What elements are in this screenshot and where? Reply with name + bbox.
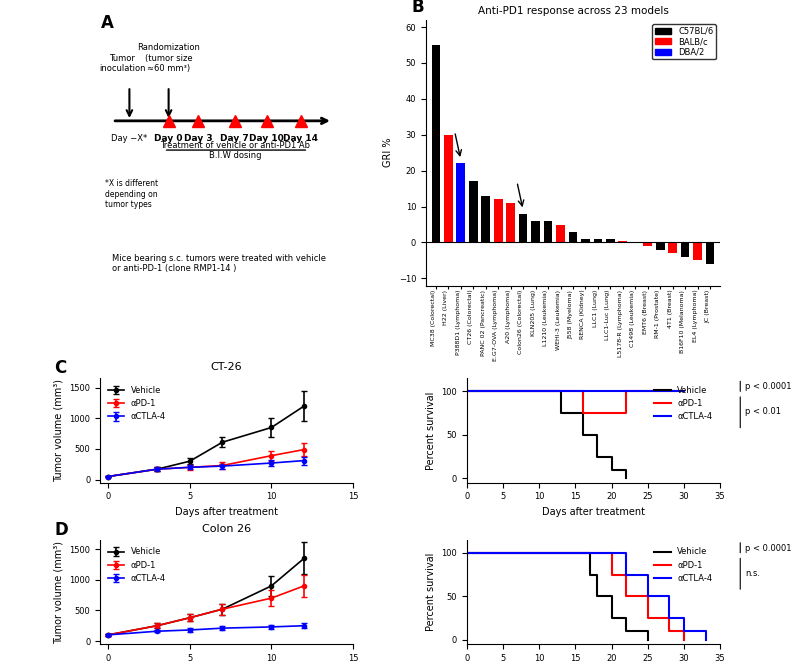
αPD-1 — [606, 570, 616, 578]
Bar — [506, 203, 515, 242]
Vehicle — [606, 465, 616, 473]
αPD-1 — [665, 627, 674, 635]
Line: αCTLA-4: αCTLA-4 — [467, 553, 706, 639]
Vehicle — [462, 549, 472, 557]
Y-axis label: Tumor volume (mm³): Tumor volume (mm³) — [54, 379, 64, 482]
Bar — [431, 45, 440, 242]
Line: Vehicle: Vehicle — [467, 392, 626, 478]
Bar — [544, 221, 553, 242]
Y-axis label: GRI %: GRI % — [383, 138, 393, 167]
Bar — [706, 242, 714, 264]
Legend: Vehicle, αPD-1, αCTLA-4: Vehicle, αPD-1, αCTLA-4 — [104, 382, 170, 425]
αPD-1 — [679, 388, 689, 396]
Y-axis label: Percent survival: Percent survival — [426, 391, 436, 469]
αCTLA-4 — [679, 627, 689, 635]
Vehicle — [570, 549, 580, 557]
Title: Anti-PD1 response across 23 models: Anti-PD1 response across 23 models — [478, 7, 669, 17]
Text: *X is different
depending on
tumor types: *X is different depending on tumor types — [105, 179, 158, 209]
Text: p < 0.0001: p < 0.0001 — [746, 382, 792, 391]
αPD-1 — [462, 549, 472, 557]
Bar — [531, 221, 540, 242]
Vehicle — [643, 635, 653, 643]
Text: D: D — [54, 521, 68, 539]
αPD-1 — [643, 614, 653, 622]
Bar — [469, 181, 478, 242]
Bar — [569, 232, 578, 242]
Y-axis label: Percent survival: Percent survival — [426, 553, 436, 631]
Bar — [668, 242, 677, 253]
αPD-1 — [578, 409, 587, 417]
Text: B: B — [411, 0, 424, 16]
αCTLA-4 — [665, 614, 674, 622]
Vehicle — [622, 627, 631, 635]
Y-axis label: Tumor volume (mm³): Tumor volume (mm³) — [54, 540, 64, 643]
Bar — [594, 239, 602, 242]
Vehicle — [556, 409, 566, 417]
Bar — [643, 242, 652, 246]
Bar — [494, 199, 502, 242]
Text: C: C — [54, 359, 66, 377]
Bar — [681, 242, 690, 257]
Bar — [556, 224, 565, 242]
αPD-1 — [462, 388, 472, 396]
Text: Day 14: Day 14 — [283, 134, 318, 143]
αCTLA-4 — [701, 635, 710, 643]
Vehicle — [592, 592, 602, 600]
Text: Randomization
(tumor size
≈60 mm³): Randomization (tumor size ≈60 mm³) — [137, 43, 200, 73]
Vehicle — [592, 453, 602, 461]
Vehicle — [622, 474, 631, 482]
αPD-1 — [622, 388, 631, 396]
Line: αPD-1: αPD-1 — [467, 392, 684, 413]
αPD-1 — [622, 592, 631, 600]
Bar — [518, 214, 527, 242]
Legend: Vehicle, αPD-1, αCTLA-4: Vehicle, αPD-1, αCTLA-4 — [650, 544, 716, 586]
Title: CT-26: CT-26 — [210, 362, 242, 372]
Text: n.s.: n.s. — [746, 569, 760, 578]
αPD-1 — [606, 409, 616, 417]
Bar — [694, 242, 702, 260]
Bar — [618, 240, 627, 242]
Vehicle — [556, 388, 566, 396]
αPD-1 — [592, 549, 602, 557]
Text: Tumor
inoculation: Tumor inoculation — [99, 54, 146, 73]
αPD-1 — [679, 635, 689, 643]
αCTLA-4 — [622, 570, 631, 578]
Bar — [606, 239, 614, 242]
X-axis label: Days after treatment: Days after treatment — [175, 507, 278, 517]
αCTLA-4 — [606, 549, 616, 557]
Legend: Vehicle, αPD-1, αCTLA-4: Vehicle, αPD-1, αCTLA-4 — [104, 544, 170, 586]
X-axis label: Days after treatment: Days after treatment — [542, 507, 645, 517]
Legend: Vehicle, αPD-1, αCTLA-4: Vehicle, αPD-1, αCTLA-4 — [650, 382, 716, 425]
Text: Treatment of vehicle or anti-PD1 Ab
B.I.W dosing: Treatment of vehicle or anti-PD1 Ab B.I.… — [160, 141, 310, 160]
Line: Vehicle: Vehicle — [467, 553, 648, 639]
Line: αPD-1: αPD-1 — [467, 553, 684, 639]
Bar — [656, 242, 665, 250]
Legend: C57BL/6, BALB/c, DBA/2: C57BL/6, BALB/c, DBA/2 — [652, 24, 716, 59]
Title: Colon 26: Colon 26 — [202, 524, 251, 534]
αCTLA-4 — [462, 549, 472, 557]
Text: Day 3: Day 3 — [184, 134, 212, 143]
Text: A: A — [102, 14, 114, 32]
Text: p < 0.01: p < 0.01 — [746, 407, 782, 416]
Bar — [482, 196, 490, 242]
αCTLA-4 — [643, 592, 653, 600]
Text: Day 0: Day 0 — [154, 134, 183, 143]
Text: Mice bearing s.c. tumors were treated with vehicle
or anti-PD-1 (clone RMP1-14 ): Mice bearing s.c. tumors were treated wi… — [112, 254, 326, 273]
Bar — [444, 135, 453, 242]
Text: Day 7: Day 7 — [221, 134, 249, 143]
Vehicle — [578, 431, 587, 439]
Bar — [457, 163, 465, 242]
Vehicle — [462, 388, 472, 396]
Vehicle — [585, 570, 594, 578]
Vehicle — [606, 614, 616, 622]
Text: Day −X*: Day −X* — [111, 134, 147, 143]
Bar — [581, 239, 590, 242]
Text: p < 0.0001: p < 0.0001 — [746, 544, 792, 552]
Text: Day 10: Day 10 — [250, 134, 284, 143]
